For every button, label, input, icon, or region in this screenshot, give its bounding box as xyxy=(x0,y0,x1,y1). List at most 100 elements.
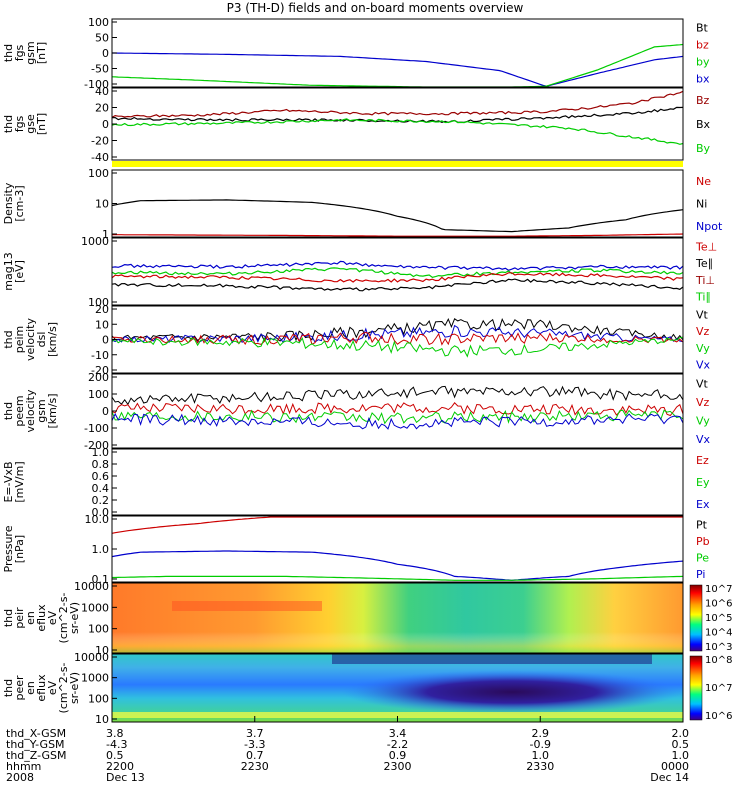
y-tick-label: -100 xyxy=(84,78,109,91)
y-axis-label: Density[cm-3] xyxy=(2,182,26,224)
ephem-value: 2.0 xyxy=(672,727,690,740)
y-axis-label: thdpeimvelocitydsl[km/s] xyxy=(2,318,59,361)
series-By xyxy=(111,118,684,145)
ephem-value: 0.9 xyxy=(389,749,407,762)
ephem-value: 2300 xyxy=(384,760,412,773)
y-tick-label: 10000 xyxy=(74,651,109,664)
y-tick-label: 20 xyxy=(95,102,109,115)
series-Bx xyxy=(111,106,684,124)
y-tick-label: 0.4 xyxy=(92,482,110,495)
colorbar xyxy=(689,584,703,652)
legend-Vx: Vx xyxy=(696,359,711,372)
legend-Ez: Ez xyxy=(696,454,709,467)
panel-frame xyxy=(111,18,684,88)
y-tick-label: 0 xyxy=(102,405,109,418)
ephem-value: 2230 xyxy=(241,760,269,773)
y-tick-label: 100 xyxy=(88,296,109,309)
y-tick-label: 10 xyxy=(95,644,109,657)
series-Vy xyxy=(111,336,684,358)
colorbar-label: 10^5 xyxy=(705,613,732,624)
y-axis-label: mag13[eV] xyxy=(2,252,26,290)
legend-Pb: Pb xyxy=(696,535,710,548)
y-tick-label: -40 xyxy=(91,151,109,164)
series-Vz xyxy=(111,331,684,346)
colorbar xyxy=(689,655,703,721)
y-tick-label: 10 xyxy=(95,318,109,331)
legend-Bz: Bz xyxy=(696,94,710,107)
legend-Pi: Pi xyxy=(696,568,705,581)
legend-Npot: Npot xyxy=(696,220,723,233)
y-tick-label: 1000 xyxy=(81,672,109,685)
legend-Ni: Ni xyxy=(696,198,707,211)
legend-Vx: Vx xyxy=(696,433,711,446)
y-axis-label: thdpeerenefluxeV(cm^2-s-sr-eV) xyxy=(2,663,81,714)
y-tick-label: 0.2 xyxy=(92,494,110,507)
ephem-value: Dec 13 xyxy=(106,771,145,784)
yellow-band xyxy=(112,161,683,167)
legend-Vy: Vy xyxy=(696,414,710,427)
series-Ti∥ xyxy=(111,267,684,278)
legend-Te⊥: Te⊥ xyxy=(695,240,717,253)
series-Ne xyxy=(112,233,684,237)
ephem-value: 3.8 xyxy=(106,727,124,740)
electron-spectrogram-band xyxy=(112,712,683,718)
y-tick-label: 20 xyxy=(95,303,109,316)
ephem-value: 0.7 xyxy=(246,749,264,762)
y-tick-label: 1000 xyxy=(81,235,109,248)
ephem-value: -3.3 xyxy=(244,738,265,751)
ephem-value: -0.9 xyxy=(530,738,551,751)
y-axis-label: thdpeemvelocitygsm[km/s] xyxy=(2,389,59,432)
legend-Pe: Pe xyxy=(696,551,709,564)
y-tick-label: 10 xyxy=(95,198,109,211)
legend-Ey: Ey xyxy=(696,476,710,489)
y-tick-label: 100 xyxy=(88,692,109,705)
legend-Bx: Bx xyxy=(696,118,711,131)
y-tick-label: 0 xyxy=(102,334,109,347)
series-Pe xyxy=(112,575,684,581)
legend-bz: bz xyxy=(696,39,709,52)
ephem-value: -2.2 xyxy=(387,738,408,751)
electron-spectrogram-top xyxy=(332,654,652,664)
y-tick-label: -20 xyxy=(91,135,109,148)
ephem-value: 0.5 xyxy=(672,738,690,751)
y-tick-label: 10000 xyxy=(74,580,109,593)
colorbar-label: 10^7 xyxy=(705,584,732,595)
chart-title: P3 (TH-D) fields and on-board moments ov… xyxy=(226,1,524,15)
legend-Vt: Vt xyxy=(696,377,709,390)
ephem-value: 2200 xyxy=(106,760,134,773)
y-axis-label: E=-VxB[mV/m] xyxy=(2,461,26,502)
y-tick-label: 10 xyxy=(95,713,109,726)
series-Ni xyxy=(111,199,684,233)
ephem-value: 1.0 xyxy=(672,749,690,762)
ion-spectrogram-patch xyxy=(172,601,322,611)
y-tick-label: 0.6 xyxy=(92,470,110,483)
ephem-value: 3.4 xyxy=(389,727,407,740)
legend-Vt: Vt xyxy=(696,308,709,321)
ephem-row-label: thd_X-GSM xyxy=(6,727,66,740)
panel-frame xyxy=(111,582,684,654)
series-Vx xyxy=(111,412,684,430)
colorbar-label: 10^3 xyxy=(705,642,732,653)
panel-velocity-gsm: 200 100 0 -100 -200 thdpeemvelocitygsm[km/s] V… xyxy=(2,371,711,452)
panel-frame xyxy=(111,169,684,238)
series-Vblue xyxy=(111,260,684,271)
panel-fgs-gse: 40 20 0 -20 -40 thdfgsgse[nT] Bz Bx By xyxy=(2,85,711,164)
panel-temperature: 1000 100 mag13[eV] Te⊥ Te∥ Ti⊥ Ti∥ xyxy=(2,235,717,309)
series-Te∥ xyxy=(111,278,684,292)
legend-Te∥: Te∥ xyxy=(695,257,713,270)
y-tick-label: 40 xyxy=(95,85,109,98)
legend-Vz: Vz xyxy=(696,396,710,409)
ephem-value: 2.9 xyxy=(532,727,550,740)
y-tick-label: -200 xyxy=(84,439,109,452)
y-tick-label: 100 xyxy=(88,388,109,401)
panel-fgs-gsm: 100 50 0 -50 -100 thdfgsgsm[nT] Bt bz by bx xyxy=(2,16,710,91)
legend-Ti∥: Ti∥ xyxy=(695,291,711,304)
y-tick-label: 1 xyxy=(102,228,109,241)
ion-spectrogram-lowE xyxy=(112,583,683,653)
colorbar-label: 10^6 xyxy=(705,599,732,610)
y-tick-label: 100 xyxy=(88,623,109,636)
y-tick-label: 1.0 xyxy=(92,446,110,459)
ephem-value: 0000 xyxy=(661,760,689,773)
y-tick-label: 0.8 xyxy=(92,458,110,471)
